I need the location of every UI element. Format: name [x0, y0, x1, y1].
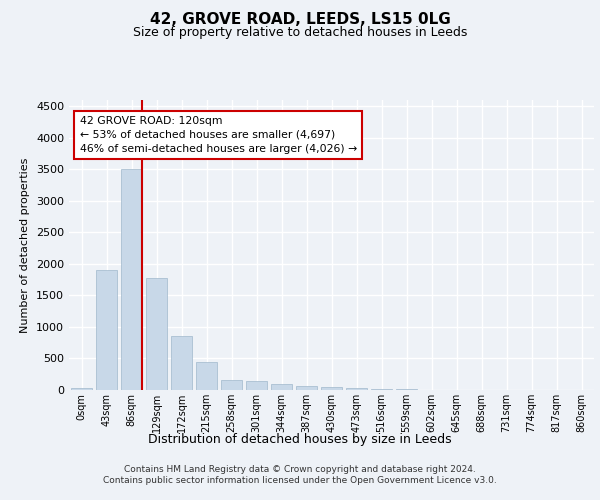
Bar [346, 388, 367, 390]
Text: 42, GROVE ROAD, LEEDS, LS15 0LG: 42, GROVE ROAD, LEEDS, LS15 0LG [149, 12, 451, 28]
Text: Contains HM Land Registry data © Crown copyright and database right 2024.: Contains HM Land Registry data © Crown c… [124, 465, 476, 474]
Bar [246, 380, 267, 390]
Bar [271, 384, 292, 390]
Bar [371, 388, 392, 390]
Bar [321, 387, 342, 390]
Bar [121, 170, 142, 390]
Y-axis label: Number of detached properties: Number of detached properties [20, 158, 31, 332]
Bar [221, 380, 242, 390]
Bar [146, 278, 167, 390]
Text: Size of property relative to detached houses in Leeds: Size of property relative to detached ho… [133, 26, 467, 39]
Bar [96, 270, 117, 390]
Bar [196, 362, 217, 390]
Text: Contains public sector information licensed under the Open Government Licence v3: Contains public sector information licen… [103, 476, 497, 485]
Bar [296, 386, 317, 390]
Text: 42 GROVE ROAD: 120sqm
← 53% of detached houses are smaller (4,697)
46% of semi-d: 42 GROVE ROAD: 120sqm ← 53% of detached … [79, 116, 357, 154]
Text: Distribution of detached houses by size in Leeds: Distribution of detached houses by size … [148, 432, 452, 446]
Bar [171, 336, 192, 390]
Bar [71, 388, 92, 390]
